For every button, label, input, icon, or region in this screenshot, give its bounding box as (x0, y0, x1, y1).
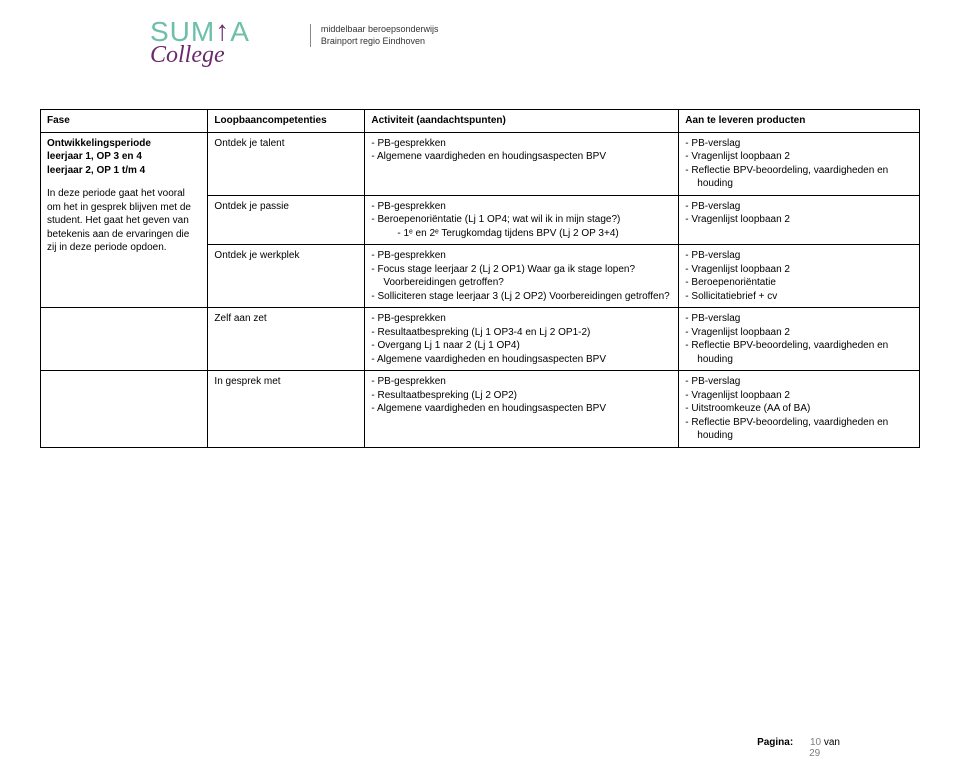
list-item: PB-gesprekken (371, 137, 672, 151)
table-row: Zelf aan zet PB-gesprekken Resultaatbesp… (41, 308, 920, 371)
comp-cell: Ontdek je werkplek (208, 245, 365, 308)
list-item: PB-verslag (685, 137, 913, 151)
list-item: Beroepenoriëntatie (Lj 1 OP4; wat wil ik… (371, 213, 672, 240)
list-item: Resultaatbespreking (Lj 1 OP3-4 en Lj 2 … (371, 326, 672, 340)
fase-desc: In deze periode gaat het vooral om het i… (47, 187, 201, 255)
table-row: In gesprek met PB-gesprekken Resultaatbe… (41, 371, 920, 448)
list-item-text: Beroepenoriëntatie (Lj 1 OP4; wat wil ik… (377, 214, 620, 225)
fase-title2: leerjaar 1, OP 3 en 4 (47, 151, 142, 162)
prod-cell: PB-verslag Vragenlijst loopbaan 2 Uitstr… (679, 371, 920, 448)
act-cell: PB-gesprekken Resultaatbespreking (Lj 2 … (365, 371, 679, 448)
list-item: PB-gesprekken (371, 249, 672, 263)
list-item: PB-verslag (685, 200, 913, 214)
list-item: Vragenlijst loopbaan 2 (685, 150, 913, 164)
list-item: Reflectie BPV-beoordeling, vaardigheden … (685, 164, 913, 191)
summa-logo: SUM↑A College (150, 18, 250, 69)
fase-cell-empty (41, 371, 208, 448)
comp-cell: Zelf aan zet (208, 308, 365, 371)
curriculum-table: Fase Loopbaancompetenties Activiteit (aa… (40, 109, 920, 448)
act-cell: PB-gesprekken Focus stage leerjaar 2 (Lj… (365, 245, 679, 308)
prod-cell: PB-verslag Vragenlijst loopbaan 2 Beroep… (679, 245, 920, 308)
col-producten: Aan te leveren producten (679, 110, 920, 133)
fase-cell-empty (41, 308, 208, 371)
list-item: Beroepenoriëntatie (685, 276, 913, 290)
col-competenties: Loopbaancompetenties (208, 110, 365, 133)
act-cell: PB-gesprekken Resultaatbespreking (Lj 1 … (365, 308, 679, 371)
list-item: Vragenlijst loopbaan 2 (685, 263, 913, 277)
list-item: Sollicitatiebrief + cv (685, 290, 913, 304)
footer-label: Pagina: (757, 737, 793, 748)
list-item: PB-gesprekken (371, 375, 672, 389)
footer-number: 10 van (796, 737, 840, 748)
table-header-row: Fase Loopbaancompetenties Activiteit (aa… (41, 110, 920, 133)
logo-subword: College (150, 42, 250, 69)
list-item: 1ᵉ en 2ᵉ Terugkomdag tijdens BPV (Lj 2 O… (397, 227, 672, 241)
list-item: Reflectie BPV-beoordeling, vaardigheden … (685, 416, 913, 443)
list-item: PB-gesprekken (371, 312, 672, 326)
prod-cell: PB-verslag Vragenlijst loopbaan 2 (679, 195, 920, 245)
prod-cell: PB-verslag Vragenlijst loopbaan 2 Reflec… (679, 132, 920, 195)
list-item: Vragenlijst loopbaan 2 (685, 389, 913, 403)
list-item: Vragenlijst loopbaan 2 (685, 326, 913, 340)
list-item: PB-verslag (685, 375, 913, 389)
fase-title1: Ontwikkelingsperiode (47, 138, 151, 149)
footer-total: 29 (757, 748, 840, 759)
list-item: Vragenlijst loopbaan 2 (685, 213, 913, 227)
fase-title3: leerjaar 2, OP 1 t/m 4 (47, 165, 145, 176)
page-footer: Pagina: 10 van 29 (757, 737, 840, 759)
list-item: Algemene vaardigheden en houdingsaspecte… (371, 402, 672, 416)
comp-cell: Ontdek je talent (208, 132, 365, 195)
list-item: Algemene vaardigheden en houdingsaspecte… (371, 150, 672, 164)
footer-page-num: 10 (810, 737, 821, 748)
col-fase: Fase (41, 110, 208, 133)
tagline-line2: Brainport regio Eindhoven (321, 36, 439, 48)
logo-tagline: middelbaar beroepsonderwijs Brainport re… (310, 24, 439, 47)
fase-cell: Ontwikkelingsperiode leerjaar 1, OP 3 en… (41, 132, 208, 308)
header-logo-row: SUM↑A College middelbaar beroepsonderwij… (40, 18, 920, 69)
list-item: Uitstroomkeuze (AA of BA) (685, 402, 913, 416)
list-item: PB-gesprekken (371, 200, 672, 214)
prod-cell: PB-verslag Vragenlijst loopbaan 2 Reflec… (679, 308, 920, 371)
tagline-line1: middelbaar beroepsonderwijs (321, 24, 439, 36)
list-item: Overgang Lj 1 naar 2 (Lj 1 OP4) (371, 339, 672, 353)
list-item: Focus stage leerjaar 2 (Lj 2 OP1) Waar g… (371, 263, 672, 290)
list-item: PB-verslag (685, 312, 913, 326)
list-item: PB-verslag (685, 249, 913, 263)
comp-cell: In gesprek met (208, 371, 365, 448)
list-item: Solliciteren stage leerjaar 3 (Lj 2 OP2)… (371, 290, 672, 304)
act-cell: PB-gesprekken Beroepenoriëntatie (Lj 1 O… (365, 195, 679, 245)
list-item: Reflectie BPV-beoordeling, vaardigheden … (685, 339, 913, 366)
table-row: Ontwikkelingsperiode leerjaar 1, OP 3 en… (41, 132, 920, 195)
list-item: Resultaatbespreking (Lj 2 OP2) (371, 389, 672, 403)
comp-cell: Ontdek je passie (208, 195, 365, 245)
arrow-icon: ↑ (215, 17, 230, 45)
footer-van: van (824, 737, 840, 748)
act-cell: PB-gesprekken Algemene vaardigheden en h… (365, 132, 679, 195)
col-activiteit: Activiteit (aandachtspunten) (365, 110, 679, 133)
list-item: Algemene vaardigheden en houdingsaspecte… (371, 353, 672, 367)
